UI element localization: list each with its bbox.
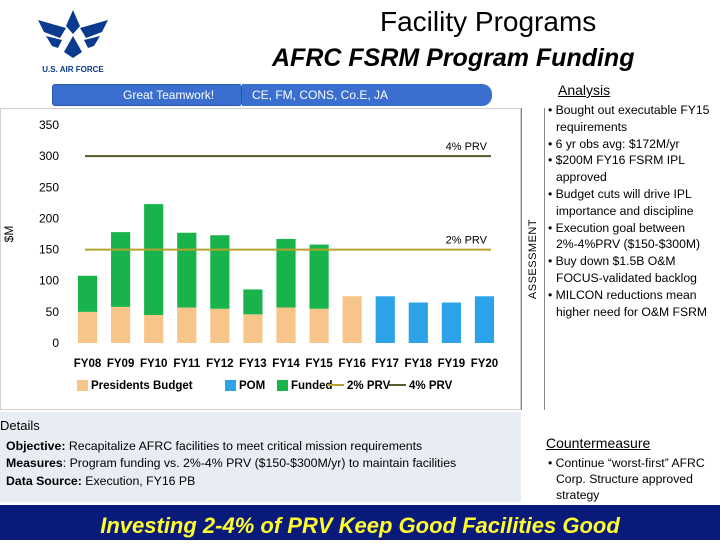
analysis-item: • MILCON reductions mean higher need for… <box>548 287 708 319</box>
partners-bar: CE, FM, CONS, Co.E, JA <box>242 84 492 106</box>
x-tick-label: FY14 <box>272 358 300 370</box>
measures-label: Measures <box>6 456 63 471</box>
page-title: Facility Programs <box>380 6 597 37</box>
source-text: Execution, FY16 PB <box>81 473 196 488</box>
bar-base-segment <box>210 308 230 343</box>
details-heading: Details <box>0 418 40 433</box>
legend-swatch <box>277 380 288 391</box>
bar-base-segment <box>77 311 98 343</box>
air-force-logo: U.S. AIR FORCE <box>30 6 116 76</box>
x-tick-label: FY08 <box>74 358 102 370</box>
x-tick-label: FY13 <box>239 358 267 370</box>
bar-base-segment <box>309 308 329 343</box>
funding-chart-svg: 0 50 100 150 200 250 300 350 $M FY08 FY09 FY10 FY11 F… <box>2 118 499 392</box>
legend-label: Funded <box>291 380 333 392</box>
bar-pom <box>408 302 428 343</box>
bar-funded <box>177 232 197 308</box>
y-tick-label: 300 <box>39 149 59 163</box>
analysis-item: • 6 yr obs avg: $172M/yr <box>548 136 680 151</box>
x-tick-label: FY11 <box>173 358 200 370</box>
assessment-divider: ASSESSMENT <box>521 108 545 410</box>
y-tick-label: 150 <box>39 243 59 257</box>
x-tick-label: FY09 <box>107 358 135 370</box>
countermeasure-item: • Continue “worst-first” AFRC Corp. Stru… <box>548 456 705 502</box>
bar-funded <box>309 244 329 309</box>
x-tick-label: FY15 <box>305 358 333 370</box>
funding-chart: 0 50 100 150 200 250 300 350 $M FY08 FY09 FY10 FY11 F… <box>0 108 521 410</box>
x-tick-label: FY10 <box>140 358 168 370</box>
bar-funded <box>243 289 263 315</box>
air-force-wings-icon: U.S. AIR FORCE <box>38 10 108 74</box>
legend-swatch <box>77 380 88 391</box>
y-tick-label: 200 <box>39 211 59 225</box>
y-axis-label: $M <box>2 226 16 243</box>
source-line: Data Source: Execution, FY16 PB <box>6 473 456 490</box>
analysis-heading: Analysis <box>558 82 611 98</box>
bar-funded <box>210 235 230 309</box>
x-tick-label: FY17 <box>371 358 399 370</box>
bar-pom <box>474 296 495 343</box>
objective-line: Objective: Recapitalize AFRC facilities … <box>6 438 456 455</box>
y-tick-label: 350 <box>39 118 59 132</box>
y-tick-label: 250 <box>39 180 59 194</box>
bar-funded <box>276 238 296 308</box>
bar-pom <box>375 296 395 343</box>
bar-base-segment <box>144 314 164 343</box>
analysis-item: • Execution goal between 2%-4%PRV ($150-… <box>548 220 701 252</box>
source-label: Data Source: <box>6 473 82 488</box>
bar-funded <box>144 204 164 315</box>
bar-funded <box>77 275 98 312</box>
analysis-item: • Buy down $1.5B O&M FOCUS-validated bac… <box>548 254 697 285</box>
y-tick-label: 0 <box>52 336 59 350</box>
bar-base-segment <box>111 306 131 343</box>
legend-swatch <box>225 380 236 391</box>
bar-funded <box>111 232 131 307</box>
bar-pom <box>441 302 461 343</box>
analysis-item: • Bought out executable FY15 requirement… <box>548 103 710 134</box>
legend-label: 4% PRV <box>409 380 453 392</box>
page-subtitle: AFRC FSRM Program Funding <box>272 44 635 72</box>
details-text: Objective: Recapitalize AFRC facilities … <box>6 438 456 490</box>
measures-text: : Program funding vs. 2%-4% PRV ($150-$3… <box>62 456 457 471</box>
x-tick-label: FY16 <box>338 358 366 370</box>
logo-text: U.S. AIR FORCE <box>42 65 104 74</box>
analysis-item: • Budget cuts will drive IPL importance … <box>548 186 694 218</box>
bar-presidents-budget <box>342 296 362 343</box>
bar-base-segment <box>276 307 296 343</box>
teamwork-label: Great Teamwork! <box>123 88 215 102</box>
measures-line: Measures: Program funding vs. 2%-4% PRV … <box>6 455 456 472</box>
assessment-label: ASSESSMENT <box>527 218 539 300</box>
objective-text: Recapitalize AFRC facilities to meet cri… <box>65 439 423 453</box>
partners-label: CE, FM, CONS, Co.E, JA <box>252 88 389 102</box>
y-tick-label: 50 <box>46 305 60 319</box>
legend-label: 2% PRV <box>347 380 391 392</box>
details-panel <box>0 412 521 502</box>
x-tick-label: FY19 <box>438 358 466 370</box>
analysis-item: • $200M FY16 FSRM IPL approved <box>548 153 685 185</box>
legend-label: Presidents Budget <box>91 380 193 392</box>
reference-line-label: 2% PRV <box>446 235 488 247</box>
footer-banner: Investing 2-4% of PRV Keep Good Faciliti… <box>0 505 720 540</box>
x-tick-label: FY12 <box>206 358 234 370</box>
legend-label: POM <box>239 380 265 392</box>
analysis-list: • Bought out executable FY15 requirement… <box>546 102 718 320</box>
countermeasure-list: • Continue “worst-first” AFRC Corp. Stru… <box>546 455 718 503</box>
reference-line-label: 4% PRV <box>446 141 488 153</box>
bar-base-segment <box>177 307 197 343</box>
objective-label: Objective: <box>6 439 66 453</box>
bar-base-segment <box>243 314 263 343</box>
x-tick-label: FY18 <box>405 358 433 370</box>
x-tick-label: FY20 <box>471 358 499 370</box>
y-tick-label: 100 <box>39 274 59 288</box>
teamwork-badge: Great Teamwork! <box>52 84 242 106</box>
countermeasure-heading: Countermeasure <box>546 435 651 451</box>
